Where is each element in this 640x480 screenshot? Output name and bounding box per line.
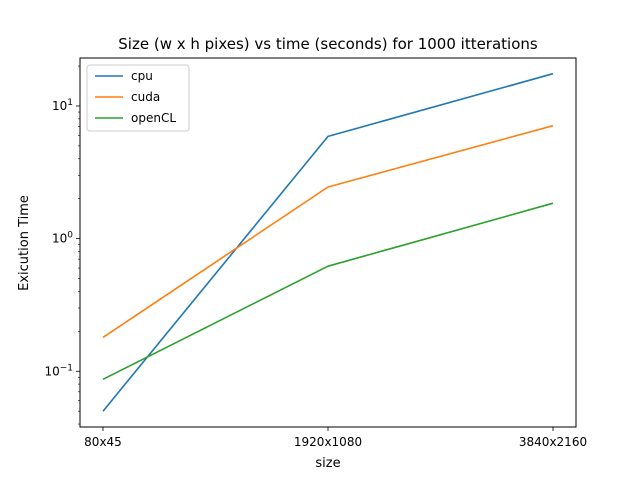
series-line-cuda — [102, 124, 554, 339]
y-tick-label: 10−1 — [44, 363, 73, 378]
series-line-cpu — [102, 72, 554, 412]
legend-box — [86, 64, 190, 132]
plot-area: 80x45 1920x1080 3840x2160 10−1 100 101 cpu cuda… — [44, 57, 587, 449]
chart-title: Size (w x h pixes) vs time (seconds) for… — [118, 35, 538, 53]
series-line-openCL — [102, 202, 554, 381]
x-axis-label: size — [315, 456, 340, 471]
legend: cpu cuda openCL — [86, 64, 190, 132]
x-tick-label: 3840x2160 — [519, 435, 587, 449]
legend-label-cpu: cpu — [131, 69, 153, 83]
y-tick-label: 101 — [52, 98, 73, 113]
x-tick-label: 80x45 — [84, 435, 122, 449]
y-tick-label: 100 — [52, 231, 73, 246]
legend-label-cuda: cuda — [131, 90, 160, 104]
y-axis-label: Exicution Time — [17, 195, 32, 291]
x-tick-label: 1920x1080 — [294, 435, 362, 449]
legend-label-openCL: openCL — [131, 111, 176, 125]
